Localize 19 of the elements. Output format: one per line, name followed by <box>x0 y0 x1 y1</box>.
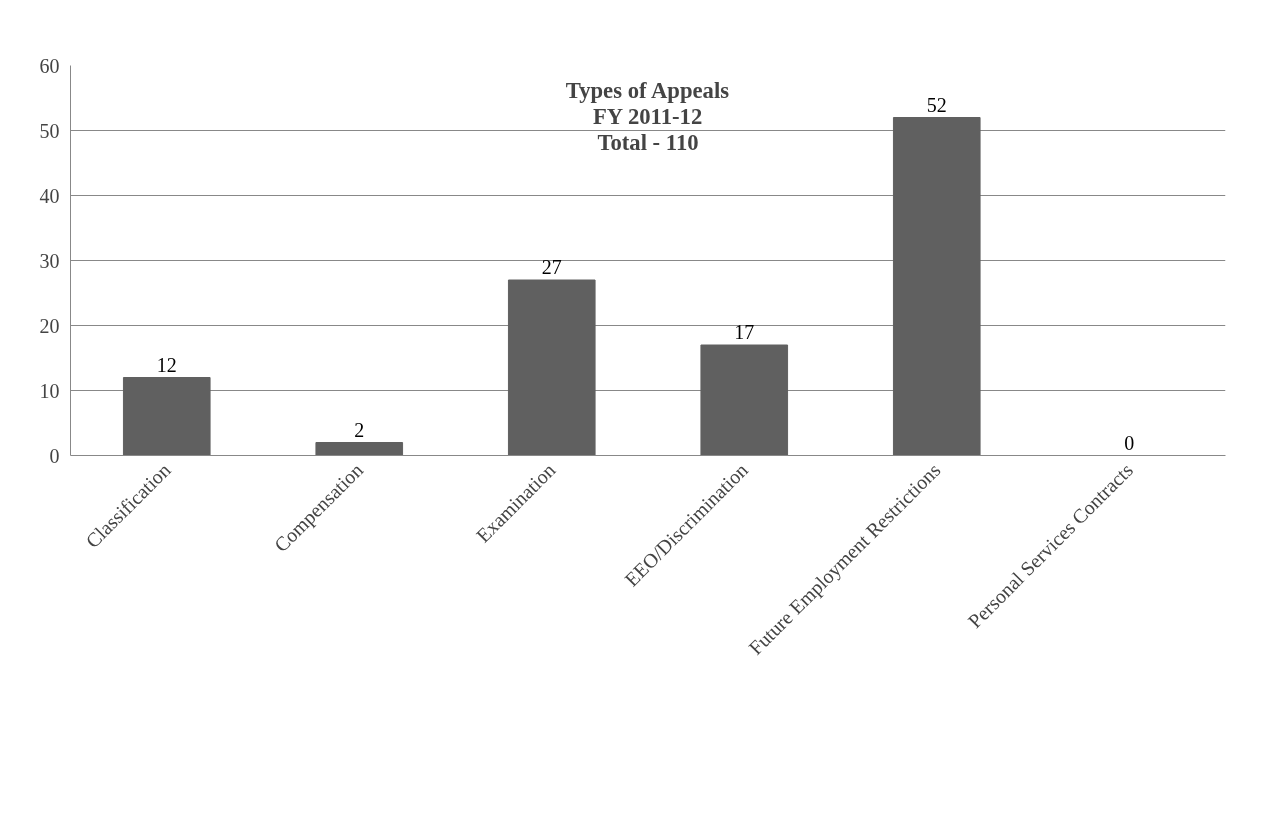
data-label: 27 <box>541 256 562 278</box>
y-tick-label: 40 <box>39 184 60 207</box>
text: Types of Appeals FY 2011-12 Total - 110 <box>565 77 730 155</box>
y-tick-label: 20 <box>39 314 60 337</box>
bar <box>700 344 789 456</box>
y-tick-label: 30 <box>39 249 60 272</box>
data-label: 0 <box>1124 431 1135 454</box>
data-label: 2 <box>354 418 365 441</box>
bar <box>507 279 596 456</box>
bar <box>892 117 981 456</box>
y-tick-label: 60 <box>39 54 60 77</box>
data-label: 17 <box>734 321 755 343</box>
y-tick-label: 0 <box>49 444 60 467</box>
bar <box>122 377 211 456</box>
data-label: 12 <box>156 353 177 376</box>
data-label: 52 <box>926 93 947 116</box>
y-tick-label: 50 <box>39 119 60 142</box>
y-tick-label: 10 <box>39 379 60 402</box>
bar <box>315 442 404 456</box>
